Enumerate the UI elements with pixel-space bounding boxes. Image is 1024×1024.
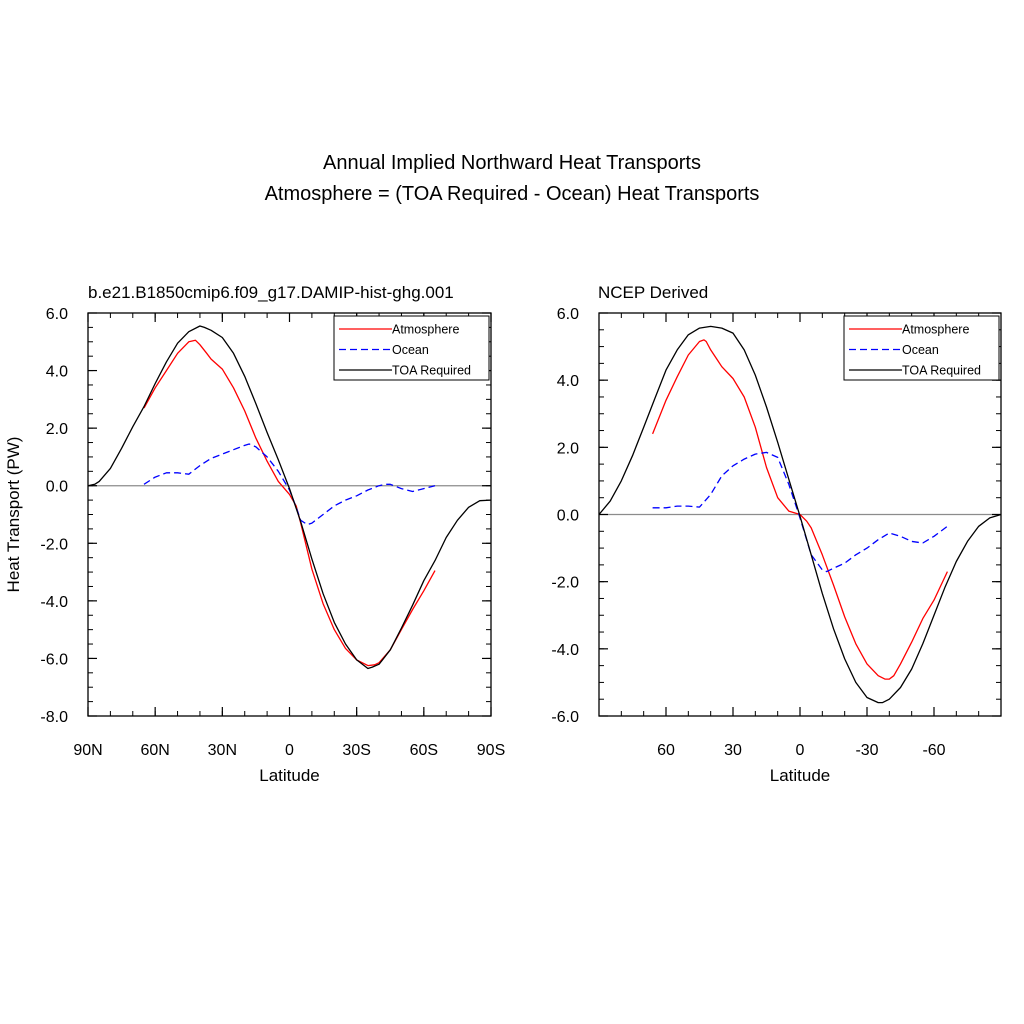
legend-label: Atmosphere bbox=[902, 323, 969, 337]
series-line-atmosphere bbox=[651, 339, 948, 680]
y-axis-label: Heat Transport (PW) bbox=[4, 437, 23, 593]
x-tick-label: 30N bbox=[208, 742, 237, 759]
x-tick-label: 60S bbox=[410, 742, 438, 759]
legend-box bbox=[333, 315, 490, 381]
series-line-toa-required bbox=[598, 325, 1002, 704]
y-tick-label: 0.0 bbox=[46, 479, 68, 496]
x-tick-label: -60 bbox=[922, 742, 945, 759]
x-tick-label: 60 bbox=[657, 742, 675, 759]
y-tick-label: 2.0 bbox=[557, 440, 579, 457]
legend-box bbox=[843, 315, 1000, 381]
y-tick-label: -2.0 bbox=[40, 536, 68, 553]
legend-label: Atmosphere bbox=[392, 323, 459, 337]
series-line-ocean bbox=[143, 443, 436, 526]
x-tick-label: 30 bbox=[724, 742, 742, 759]
left-panel-chart: b.e21.B1850cmip6.f09_g17.DAMIP-hist-ghg.… bbox=[4, 283, 505, 785]
panel-title: NCEP Derived bbox=[598, 283, 708, 302]
figure-title-line-1: Annual Implied Northward Heat Transports bbox=[323, 152, 701, 174]
right-panel-chart: NCEP Derived 60 30 0 -30 -60 6.0 4.0 2.0 0.0 -2.0 -… bbox=[551, 283, 1002, 785]
x-tick-label: 90N bbox=[73, 742, 102, 759]
figure-title-line-2: Atmosphere = (TOA Required - Ocean) Heat… bbox=[265, 183, 760, 205]
legend-label: Ocean bbox=[902, 343, 939, 357]
x-tick-label: 0 bbox=[285, 742, 294, 759]
y-tick-label: -6.0 bbox=[551, 709, 579, 726]
x-tick-label: 30S bbox=[342, 742, 370, 759]
x-tick-label: -30 bbox=[855, 742, 878, 759]
y-tick-label: -4.0 bbox=[40, 594, 68, 611]
y-tick-label: 6.0 bbox=[557, 306, 579, 323]
y-tick-label: 2.0 bbox=[46, 421, 68, 438]
y-tick-label: -2.0 bbox=[551, 575, 579, 592]
plot-frame bbox=[598, 312, 1002, 717]
y-tick-label: -6.0 bbox=[40, 651, 68, 668]
y-tick-label: -8.0 bbox=[40, 709, 68, 726]
legend-label: TOA Required bbox=[392, 364, 471, 378]
x-tick-label: 90S bbox=[477, 742, 505, 759]
y-tick-label: 6.0 bbox=[46, 306, 68, 323]
series-line-ocean bbox=[652, 451, 948, 573]
plot-frame bbox=[87, 312, 492, 717]
x-tick-label: 60N bbox=[140, 742, 169, 759]
series-line-atmosphere bbox=[143, 339, 436, 667]
legend-label: Ocean bbox=[392, 343, 429, 357]
y-tick-label: 0.0 bbox=[557, 508, 579, 525]
series-line-toa-required bbox=[87, 325, 492, 670]
panel-title: b.e21.B1850cmip6.f09_g17.DAMIP-hist-ghg.… bbox=[88, 283, 454, 302]
y-tick-label: 4.0 bbox=[46, 364, 68, 381]
legend-label: TOA Required bbox=[902, 364, 981, 378]
y-tick-label: 4.0 bbox=[557, 373, 579, 390]
x-tick-label: 0 bbox=[796, 742, 805, 759]
y-tick-label: -4.0 bbox=[551, 642, 579, 659]
x-axis-label: Latitude bbox=[259, 766, 320, 785]
x-axis-label: Latitude bbox=[770, 766, 831, 785]
